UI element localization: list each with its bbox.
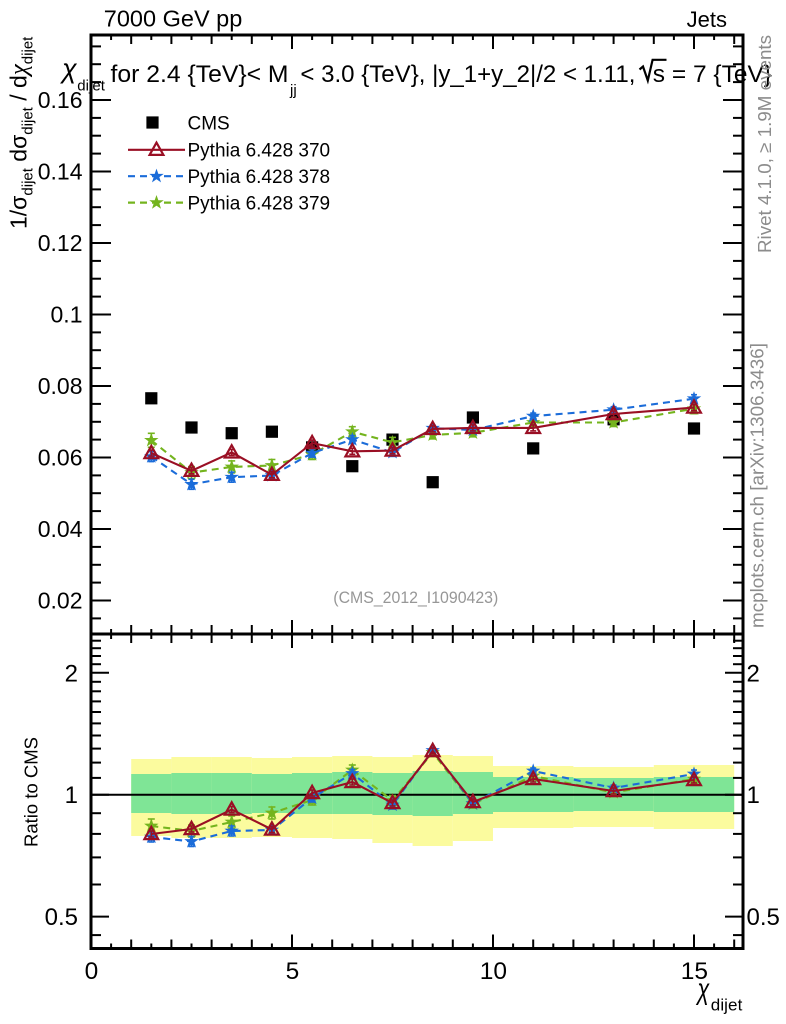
svg-text:Pythia 6.428 379: Pythia 6.428 379 (188, 193, 331, 214)
svg-text:1: 1 (747, 782, 760, 809)
svg-text:0: 0 (85, 958, 99, 985)
svg-text:Rivet 4.1.0, ≥ 1.9M events: Rivet 4.1.0, ≥ 1.9M events (754, 35, 775, 253)
svg-text:< 3.0 {TeV}, |y_1+y_2|/2 < 1.1: < 3.0 {TeV}, |y_1+y_2|/2 < 1.11, (300, 61, 635, 88)
svg-text:0.5: 0.5 (45, 904, 78, 931)
svg-text:7000 GeV pp: 7000 GeV pp (104, 5, 243, 31)
svg-text:0.02: 0.02 (38, 588, 83, 614)
svg-text:0.04: 0.04 (38, 516, 83, 542)
svg-text:2: 2 (747, 660, 760, 687)
svg-text:Ratio to CMS: Ratio to CMS (21, 737, 42, 847)
svg-text:Jets: Jets (687, 7, 727, 32)
svg-text:(CMS_2012_I1090423): (CMS_2012_I1090423) (333, 589, 498, 607)
svg-text:χ: χ (60, 54, 78, 84)
svg-text:0.5: 0.5 (747, 904, 780, 931)
svg-text:0.16: 0.16 (38, 87, 83, 113)
svg-text:Pythia 6.428 370: Pythia 6.428 370 (188, 141, 331, 162)
svg-text:CMS: CMS (188, 114, 230, 135)
svg-text:mcplots.cern.ch [arXiv:1306.34: mcplots.cern.ch [arXiv:1306.3436] (747, 343, 768, 628)
svg-text:0.08: 0.08 (38, 373, 83, 399)
svg-text:dijet: dijet (711, 996, 743, 1015)
svg-text:jj: jj (289, 82, 297, 99)
svg-text:10: 10 (480, 958, 507, 985)
svg-text:15: 15 (681, 958, 708, 985)
svg-text:0.14: 0.14 (38, 159, 83, 185)
svg-text:0.1: 0.1 (51, 302, 83, 328)
svg-text:2: 2 (65, 660, 78, 687)
svg-text:0.12: 0.12 (38, 230, 83, 256)
svg-text:χ: χ (695, 973, 710, 1006)
svg-text:s = 7 {TeV}: s = 7 {TeV} (653, 61, 772, 88)
svg-text:0.06: 0.06 (38, 445, 83, 471)
svg-text:for 2.4 {TeV}< M: for 2.4 {TeV}< M (111, 61, 289, 88)
svg-text:dijet: dijet (77, 78, 105, 95)
svg-text:5: 5 (286, 958, 300, 985)
svg-text:1/σdijet dσdijet / dχdijet: 1/σdijet dσdijet / dχdijet (6, 36, 37, 229)
svg-text:Pythia 6.428 378: Pythia 6.428 378 (188, 167, 331, 188)
svg-text:1: 1 (65, 782, 78, 809)
